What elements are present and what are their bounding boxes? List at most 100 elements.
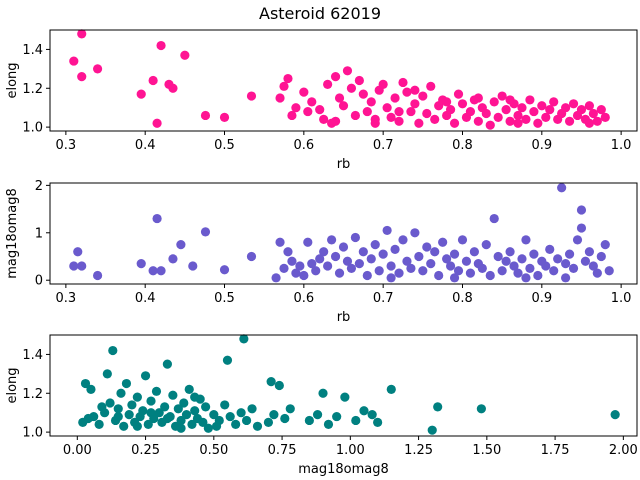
data-point	[160, 402, 170, 412]
data-point	[148, 75, 158, 86]
scatter-panel-mag18omag8-vs-elong: 0.00 0.25 0.50 0.75 1.00 1.25 1.50 1.75 2.00 1.0 1…	[5, 334, 638, 477]
data-point	[168, 254, 178, 264]
data-point	[69, 56, 79, 66]
data-point	[156, 40, 166, 51]
data-point	[231, 419, 241, 429]
data-point	[529, 106, 539, 117]
data-point	[561, 259, 571, 269]
x-tick-label: 0.7	[373, 291, 394, 306]
data-point	[564, 116, 575, 126]
data-point	[469, 247, 479, 257]
data-point	[584, 247, 595, 257]
data-point	[146, 408, 156, 418]
data-point	[596, 105, 606, 115]
data-point	[252, 421, 263, 431]
data-point	[77, 261, 87, 271]
x-tick-label: 1.50	[472, 443, 501, 458]
data-point	[386, 261, 396, 271]
data-point	[517, 254, 527, 264]
x-tick-label: 0.6	[293, 138, 314, 153]
data-point	[557, 183, 567, 193]
data-point	[304, 415, 314, 426]
x-tick-label: 0.3	[56, 291, 77, 306]
data-point	[136, 259, 146, 269]
data-point	[173, 404, 183, 414]
data-point	[338, 242, 349, 252]
x-tick-label: 1.25	[404, 443, 433, 458]
data-point	[513, 268, 523, 278]
data-point	[168, 390, 178, 400]
data-point	[497, 266, 507, 276]
data-point	[220, 400, 230, 410]
x-tick-label: 1.00	[336, 443, 365, 458]
data-point	[545, 244, 555, 254]
scatter-panel-rb-vs-elong: 0.3 0.4 0.5 0.6 0.7 0.8 0.9 1.0 1.0 1.2 1.4 rb elong	[5, 29, 638, 172]
data-point	[323, 419, 334, 429]
data-point	[246, 251, 257, 262]
data-point	[241, 415, 252, 426]
data-point	[275, 237, 285, 247]
data-point	[330, 72, 341, 82]
data-point	[457, 99, 468, 109]
data-point	[73, 247, 83, 257]
data-point	[505, 95, 515, 105]
data-point	[219, 265, 230, 275]
data-point	[394, 268, 404, 278]
data-point	[386, 112, 396, 123]
data-point	[140, 371, 151, 381]
y-tick-label: 1.2	[22, 387, 43, 402]
data-point	[386, 384, 396, 394]
data-point	[501, 256, 511, 266]
y-tick-label: 1.0	[22, 426, 43, 441]
data-point	[94, 419, 104, 429]
data-point	[307, 259, 317, 269]
data-point	[584, 101, 595, 111]
data-point	[476, 404, 486, 414]
data-point	[600, 112, 610, 123]
data-point	[414, 118, 424, 128]
data-point	[105, 398, 115, 408]
x-tick-label: 0.75	[268, 443, 297, 458]
x-tick-label: 0.50	[199, 443, 228, 458]
data-point	[225, 411, 235, 422]
data-point	[382, 103, 392, 113]
axes-frame	[49, 182, 638, 285]
data-point	[354, 259, 364, 269]
data-point	[152, 118, 162, 128]
data-point	[86, 384, 96, 394]
data-point	[340, 392, 350, 402]
data-point	[430, 247, 440, 257]
data-point	[200, 227, 211, 237]
y-axis-label: elong	[5, 62, 20, 98]
data-point	[291, 268, 301, 278]
points-group	[69, 29, 610, 130]
data-point	[116, 388, 126, 398]
data-point	[154, 408, 164, 418]
data-point	[275, 93, 285, 103]
data-point	[92, 270, 103, 281]
data-point	[162, 359, 172, 369]
data-point	[318, 388, 328, 398]
data-point	[97, 402, 107, 412]
data-point	[549, 97, 559, 107]
data-point	[493, 251, 503, 262]
x-axis-label: rb	[337, 310, 351, 325]
x-tick-label: 0.00	[63, 443, 92, 458]
data-point	[390, 93, 400, 103]
axes-frame	[49, 29, 638, 132]
data-point	[138, 406, 148, 416]
x-tick-label: 1.0	[611, 138, 632, 153]
data-point	[378, 79, 388, 89]
data-point	[239, 334, 249, 344]
data-point	[453, 89, 464, 99]
data-point	[323, 79, 333, 89]
data-point	[509, 261, 519, 271]
data-point	[108, 345, 118, 356]
data-point	[561, 273, 571, 283]
data-point	[610, 410, 620, 420]
data-point	[176, 423, 186, 433]
data-point	[334, 93, 345, 103]
data-point	[315, 105, 325, 115]
data-point	[152, 213, 162, 224]
